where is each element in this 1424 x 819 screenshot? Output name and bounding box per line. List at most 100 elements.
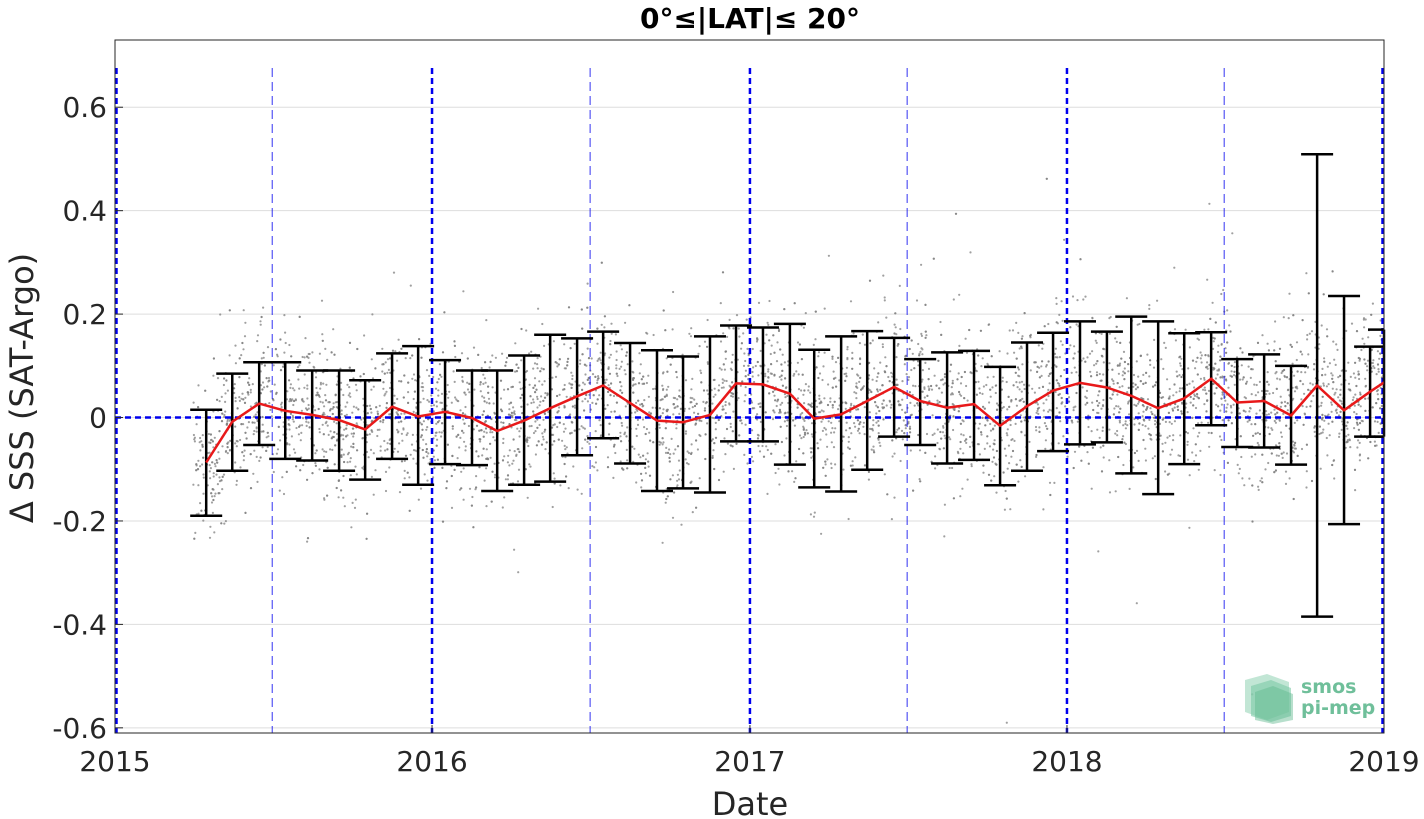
scatter-point <box>504 364 507 367</box>
scatter-point <box>952 428 955 432</box>
scatter-point <box>349 474 352 477</box>
scatter-point <box>824 428 828 431</box>
scatter-point <box>217 492 220 495</box>
scatter-point <box>1336 348 1339 351</box>
scatter-point <box>508 402 511 405</box>
scatter-point <box>620 421 623 425</box>
scatter-point <box>1294 386 1297 389</box>
scatter-point <box>1081 386 1084 389</box>
scatter-point <box>287 418 290 421</box>
scatter-point <box>415 412 418 415</box>
scatter-point <box>505 361 508 364</box>
scatter-point <box>854 456 857 459</box>
scatter-point <box>529 395 532 398</box>
scatter-point <box>534 420 537 423</box>
scatter-point <box>1233 361 1237 364</box>
scatter-point <box>895 333 898 336</box>
scatter-point <box>321 413 324 416</box>
scatter-point <box>699 434 702 438</box>
scatter-point <box>1266 389 1269 393</box>
scatter-point <box>1274 320 1277 323</box>
scatter-point <box>1361 420 1364 423</box>
scatter-point <box>363 334 366 337</box>
scatter-point <box>352 442 355 445</box>
scatter-point <box>349 457 352 460</box>
scatter-point <box>964 337 967 340</box>
scatter-point <box>543 396 547 399</box>
scatter-point <box>290 355 293 358</box>
scatter-point <box>542 418 545 421</box>
scatter-point <box>722 332 725 335</box>
scatter-point <box>1058 384 1061 387</box>
scatter-point <box>1339 393 1342 396</box>
scatter-point <box>1150 410 1153 414</box>
scatter-point <box>1037 412 1040 415</box>
scatter-point <box>340 413 343 416</box>
scatter-point <box>334 444 337 447</box>
scatter-point <box>822 410 825 413</box>
scatter-point <box>1313 363 1316 366</box>
scatter-point <box>986 362 989 365</box>
scatter-point <box>385 402 388 405</box>
scatter-point <box>1015 463 1018 466</box>
scatter-point <box>1284 482 1288 485</box>
scatter-point <box>1164 346 1167 349</box>
scatter-point <box>533 384 537 387</box>
scatter-point <box>898 403 901 406</box>
scatter-point <box>604 381 607 384</box>
scatter-point <box>1173 383 1176 386</box>
scatter-point <box>732 410 735 413</box>
scatter-point <box>756 413 759 416</box>
scatter-point <box>805 429 808 432</box>
scatter-point <box>713 442 716 445</box>
scatter-point <box>875 404 878 407</box>
scatter-point <box>506 474 510 477</box>
scatter-point <box>877 419 880 423</box>
scatter-point <box>1109 315 1112 319</box>
scatter-point <box>1148 433 1151 436</box>
scatter-point <box>1321 416 1324 419</box>
scatter-point <box>352 427 355 430</box>
scatter-point <box>652 333 655 337</box>
scatter-point <box>924 361 927 364</box>
scatter-point <box>484 381 487 384</box>
scatter-point <box>1363 342 1366 345</box>
scatter-point <box>1178 390 1181 393</box>
scatter-point <box>440 431 443 434</box>
scatter-point <box>796 341 800 344</box>
scatter-point <box>216 377 220 380</box>
scatter-point <box>890 518 894 521</box>
scatter-point <box>1266 342 1269 345</box>
scatter-point <box>249 487 253 490</box>
scatter-point <box>288 343 291 347</box>
scatter-point <box>1320 404 1323 407</box>
scatter-point <box>420 356 423 359</box>
scatter-point <box>396 397 399 401</box>
scatter-point <box>1355 384 1358 388</box>
scatter-point <box>526 403 529 406</box>
scatter-point <box>884 371 887 374</box>
scatter-point <box>426 426 429 429</box>
scatter-point <box>918 478 921 481</box>
scatter-point <box>676 398 679 401</box>
scatter-point <box>210 501 214 504</box>
scatter-point <box>626 467 629 470</box>
scatter-point <box>1321 374 1324 377</box>
scatter-point <box>1250 455 1253 458</box>
scatter-point <box>519 387 522 390</box>
scatter-point <box>1049 493 1052 497</box>
scatter-point <box>1330 372 1333 375</box>
scatter-point <box>995 408 999 411</box>
scatter-point <box>1017 480 1020 483</box>
scatter-point <box>391 349 395 352</box>
scatter-point <box>1300 398 1303 401</box>
scatter-point <box>1161 442 1164 445</box>
scatter-point <box>1047 388 1050 391</box>
scatter-point <box>1274 421 1277 424</box>
scatter-point <box>757 301 761 304</box>
scatter-point <box>1352 372 1355 375</box>
scatter-point <box>1330 401 1333 404</box>
scatter-point <box>776 341 779 344</box>
scatter-point <box>1215 403 1218 406</box>
scatter-point <box>641 418 645 421</box>
